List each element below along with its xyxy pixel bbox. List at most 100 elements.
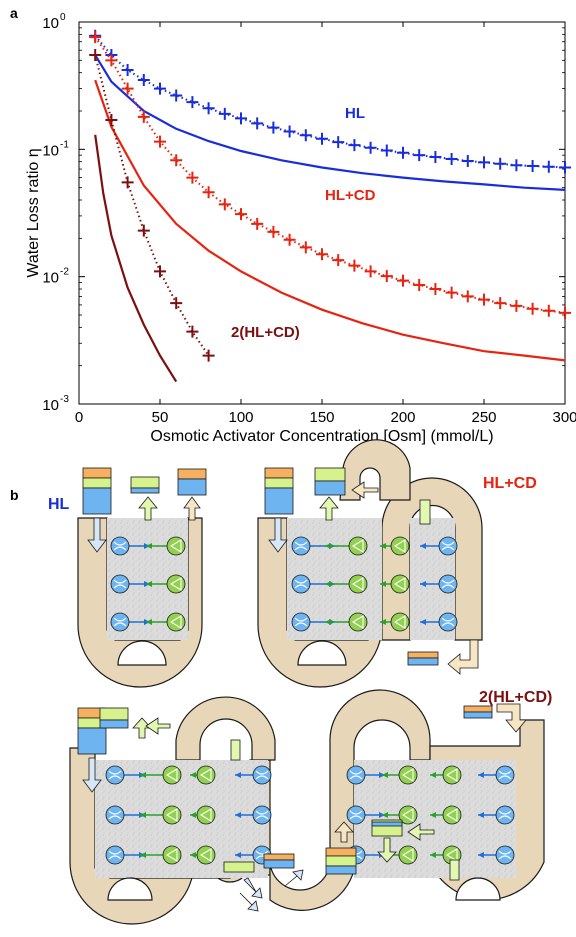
blue-pump-icon: [252, 765, 272, 785]
data-point-marker: [429, 283, 442, 296]
green-pump-icon: [348, 574, 368, 594]
blue-pump-icon: [495, 765, 515, 785]
data-point-marker: [364, 265, 377, 278]
data-point-marker: [413, 149, 426, 162]
data-point-marker: [364, 141, 377, 154]
data-point-marker: [154, 265, 166, 278]
data-point-marker: [397, 146, 409, 159]
data-point-marker: [348, 259, 361, 272]
blue-pump-icon: [291, 574, 311, 594]
x-tick-label: 300: [552, 409, 576, 426]
data-point-marker: [137, 224, 150, 237]
arrow-up-hl: [138, 496, 158, 521]
data-point-marker: [154, 135, 166, 148]
x-tick-label: 150: [309, 409, 334, 426]
data-point-marker: [267, 225, 280, 238]
green-pump-icon: [162, 765, 182, 785]
data-point-marker: [348, 139, 361, 152]
x-tick-label: 100: [228, 409, 253, 426]
data-point-marker: [154, 82, 166, 95]
blue-pump-icon: [438, 574, 458, 594]
blue-pump-icon: [105, 845, 125, 865]
data-point-marker: [186, 325, 199, 338]
blue-pump-icon: [110, 574, 130, 594]
blue-pump-icon: [110, 536, 130, 556]
blue-pump-icon: [346, 765, 366, 785]
green-pump-icon: [162, 805, 182, 825]
data-point-marker: [186, 96, 199, 109]
green-pump-icon: [442, 805, 462, 825]
data-point-marker: [510, 159, 523, 172]
blue-pump-icon: [438, 536, 458, 556]
blue-pump-icon: [346, 805, 366, 825]
x-tick-label: 200: [390, 409, 415, 426]
y-tick-exponent: -3: [60, 394, 69, 405]
data-point-marker: [251, 217, 264, 230]
data-point-marker: [461, 290, 474, 303]
green-pump-icon: [348, 612, 368, 632]
y-tick-exponent: -1: [60, 139, 69, 150]
data-point-marker: [332, 136, 345, 149]
green-pump-icon: [196, 845, 216, 865]
data-point-marker: [494, 297, 507, 310]
green-pump-icon: [348, 536, 368, 556]
pump-array-2hlcd: [105, 765, 515, 865]
y-axis-label: Water Loss ratio η: [25, 148, 42, 277]
blue-pump-icon: [105, 765, 125, 785]
pump-array-hl: [110, 536, 186, 632]
data-point-marker: [299, 129, 312, 142]
x-tick-label: 0: [75, 409, 83, 426]
blue-pump-icon: [110, 612, 130, 632]
data-point-marker: [89, 49, 102, 62]
x-axis-label: Osmotic Activator Concentration [Osm] (m…: [150, 428, 493, 445]
data-point-marker: [218, 198, 231, 211]
data-point-marker: [186, 171, 199, 184]
diagram-label-hlcd: HL+CD: [483, 475, 537, 492]
data-point-marker: [445, 152, 458, 165]
block-hl-mid: [130, 476, 160, 489]
data-point-marker: [251, 117, 264, 130]
channel-hl: [77, 517, 203, 688]
arrow-down-hl: [87, 517, 107, 553]
pump-array-hlcd: [291, 536, 458, 632]
arrow-up-hl-out: [183, 496, 201, 521]
data-point-marker: [478, 156, 490, 169]
data-point-marker: [235, 112, 247, 125]
data-point-marker: [218, 107, 231, 120]
data-point-marker: [202, 102, 215, 115]
data-point-marker: [316, 132, 328, 145]
data-point-marker: [397, 274, 409, 287]
panel-b-label: b: [10, 487, 19, 503]
blue-pump-icon: [252, 805, 272, 825]
panel-a-label: a: [10, 5, 18, 21]
data-point-marker: [299, 241, 312, 254]
data-point-marker: [316, 248, 328, 261]
data-point-marker: [542, 304, 555, 317]
channel-2hlcd-top: [175, 696, 276, 761]
y-tick-exponent: 0: [60, 12, 66, 23]
green-pump-icon: [196, 765, 216, 785]
diagram-label-2hlcd: 2(HL+CD): [479, 689, 552, 706]
channel-2hlcd-mid: [269, 689, 431, 911]
data-point-marker: [445, 286, 458, 299]
diagram-hlcd: HL+CD: [257, 439, 537, 688]
series-label-hl: HL: [345, 105, 365, 122]
data-point-marker: [202, 349, 215, 362]
green-pump-icon: [390, 536, 410, 556]
blue-pump-icon: [495, 845, 515, 865]
data-point-marker: [429, 151, 442, 164]
data-point-marker: [510, 299, 523, 312]
data-point-marker: [494, 157, 507, 170]
block-hl-out: [177, 468, 207, 480]
data-point-marker: [413, 279, 426, 292]
data-point-marker: [235, 208, 247, 221]
x-tick-label: 250: [471, 409, 496, 426]
data-point-marker: [121, 176, 134, 189]
blue-pump-icon: [291, 612, 311, 632]
blue-pump-icon: [495, 805, 515, 825]
data-point-marker: [559, 161, 571, 174]
series-line-5: [94, 54, 210, 357]
